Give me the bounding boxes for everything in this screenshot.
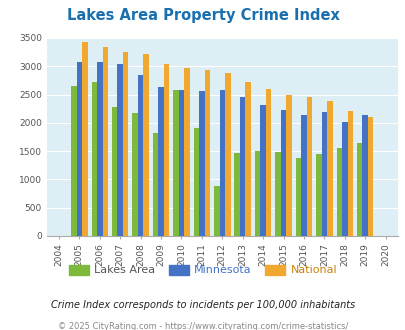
Bar <box>204 70 210 236</box>
Bar <box>239 97 245 236</box>
Bar <box>254 150 260 236</box>
Bar <box>336 148 341 236</box>
Bar <box>295 158 301 236</box>
Bar <box>102 47 108 236</box>
Bar <box>184 69 189 236</box>
Bar <box>367 116 373 236</box>
Bar <box>158 87 163 236</box>
Bar <box>224 73 230 236</box>
Bar <box>77 62 82 236</box>
Bar <box>234 153 239 236</box>
Bar <box>275 152 280 236</box>
Bar <box>117 64 123 236</box>
Text: Crime Index corresponds to incidents per 100,000 inhabitants: Crime Index corresponds to incidents per… <box>51 300 354 310</box>
Text: © 2025 CityRating.com - https://www.cityrating.com/crime-statistics/: © 2025 CityRating.com - https://www.city… <box>58 322 347 330</box>
Bar <box>245 82 250 236</box>
Bar <box>286 95 291 236</box>
Bar <box>123 51 128 236</box>
Bar <box>326 101 332 236</box>
Text: Lakes Area Property Crime Index: Lakes Area Property Crime Index <box>66 8 339 23</box>
Bar <box>91 82 97 236</box>
Bar <box>97 62 102 236</box>
Bar <box>178 90 184 236</box>
Bar <box>341 122 347 236</box>
Bar <box>71 86 77 236</box>
Bar <box>152 133 158 236</box>
Bar <box>138 75 143 236</box>
Bar <box>315 154 321 236</box>
Bar <box>82 43 87 236</box>
Bar <box>347 112 352 236</box>
Bar <box>219 90 224 236</box>
Bar <box>198 91 204 236</box>
Bar <box>265 89 271 236</box>
Bar <box>143 54 149 236</box>
Bar <box>132 113 138 236</box>
Bar <box>362 115 367 236</box>
Legend: Lakes Area, Minnesota, National: Lakes Area, Minnesota, National <box>68 265 337 275</box>
Bar <box>321 112 326 236</box>
Bar <box>173 90 178 236</box>
Bar <box>193 128 198 236</box>
Bar <box>306 97 311 236</box>
Bar <box>301 115 306 236</box>
Bar <box>163 64 169 236</box>
Bar <box>280 110 286 236</box>
Bar <box>260 105 265 236</box>
Bar <box>213 186 219 236</box>
Bar <box>112 107 117 236</box>
Bar <box>356 143 362 236</box>
